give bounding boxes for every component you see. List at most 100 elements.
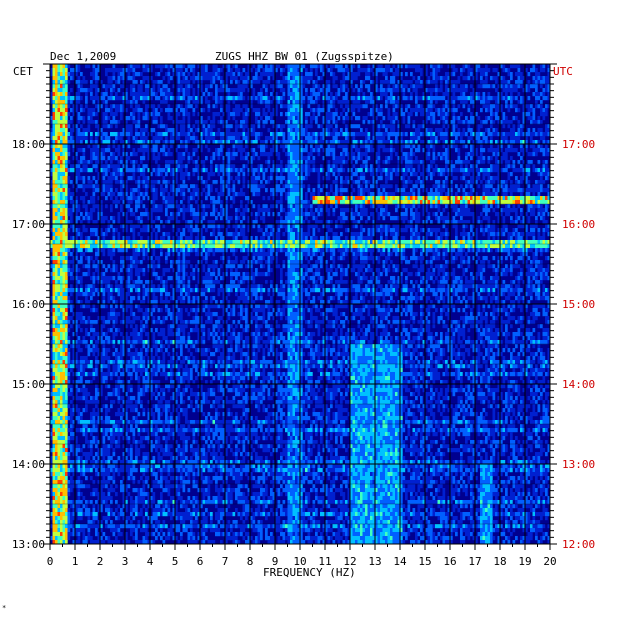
spectrogram-cell — [122, 96, 126, 101]
spectrogram-cell — [137, 64, 141, 69]
spectrogram-cell — [467, 72, 471, 77]
spectrogram-cell — [352, 108, 356, 113]
spectrogram-cell — [542, 196, 546, 201]
spectrogram-cell — [172, 176, 176, 181]
spectrogram-cell — [542, 216, 546, 221]
spectrogram-cell — [425, 168, 428, 173]
spectrogram-cell — [375, 184, 378, 189]
spectrogram-cell — [495, 200, 498, 205]
spectrogram-cell — [122, 212, 126, 217]
spectrogram-cell — [135, 180, 138, 185]
spectrogram-cell — [375, 116, 378, 121]
spectrogram-cell — [445, 184, 448, 189]
spectrogram-cell — [290, 140, 293, 145]
spectrogram-cell — [142, 180, 146, 185]
spectrogram-cell — [460, 136, 463, 141]
spectrogram-cell — [297, 184, 301, 189]
spectrogram-cell — [432, 160, 436, 165]
spectrogram-cell — [307, 140, 311, 145]
spectrogram-cell — [120, 180, 123, 185]
spectrogram-cell — [130, 128, 133, 133]
spectrogram-cell — [197, 204, 201, 209]
spectrogram-cell — [372, 196, 376, 201]
spectrogram-cell — [450, 120, 453, 125]
spectrogram-cell — [412, 184, 416, 189]
spectrogram-cell — [527, 168, 531, 173]
spectrogram-cell — [290, 72, 293, 77]
spectrogram-cell — [242, 68, 246, 73]
spectrogram-cell — [117, 160, 121, 165]
spectrogram-cell — [385, 92, 388, 97]
spectrogram-cell — [417, 64, 421, 69]
spectrogram-cell — [57, 120, 61, 125]
spectrogram-cell — [60, 192, 63, 197]
spectrogram-cell — [487, 196, 491, 201]
spectrogram-cell — [515, 140, 518, 145]
spectrogram-cell — [392, 168, 396, 173]
spectrogram-cell — [365, 68, 368, 73]
spectrogram-cell — [272, 120, 276, 125]
spectrogram-cell — [92, 188, 96, 193]
spectrogram-cell — [517, 76, 521, 81]
spectrogram-cell — [132, 92, 136, 97]
spectrogram-cell — [522, 176, 526, 181]
spectrogram-cell — [65, 204, 68, 209]
spectrogram-cell — [537, 196, 541, 201]
spectrogram-cell — [260, 140, 263, 145]
spectrogram-cell — [487, 140, 491, 145]
spectrogram-cell — [495, 140, 498, 145]
spectrogram-cell — [402, 200, 406, 205]
spectrogram-cell — [445, 192, 448, 197]
spectrogram-cell — [385, 124, 388, 129]
spectrogram-cell — [327, 152, 331, 157]
spectrogram-cell — [255, 184, 258, 189]
spectrogram-cell — [392, 192, 396, 197]
spectrogram-cell — [450, 188, 453, 193]
spectrogram-cell — [185, 84, 188, 89]
spectrogram-cell — [52, 136, 56, 141]
spectrogram-cell — [277, 96, 281, 101]
spectrogram-cell — [272, 68, 276, 73]
spectrogram-cell — [435, 212, 438, 217]
spectrogram-cell — [400, 196, 403, 201]
spectrogram-cell — [267, 108, 271, 113]
spectrogram-cell — [190, 208, 193, 213]
spectrogram-cell — [170, 140, 173, 145]
spectrogram-cell — [192, 188, 196, 193]
spectrogram-cell — [292, 204, 296, 209]
spectrogram-cell — [502, 168, 506, 173]
spectrogram-cell — [252, 188, 256, 193]
spectrogram-cell — [155, 72, 158, 77]
spectrogram-cell — [177, 188, 181, 193]
spectrogram-cell — [330, 140, 333, 145]
spectrogram-cell — [55, 104, 58, 109]
spectrogram-cell — [72, 144, 76, 149]
spectrogram-cell — [450, 220, 453, 225]
spectrogram-cell — [500, 96, 503, 101]
spectrogram-cell — [520, 80, 523, 85]
spectrogram-cell — [192, 80, 196, 85]
spectrogram-cell — [110, 120, 113, 125]
spectrogram-cell — [135, 92, 138, 97]
spectrogram-cell — [425, 72, 428, 77]
spectrogram-cell — [245, 84, 248, 89]
spectrogram-cell — [280, 140, 283, 145]
spectrogram-cell — [290, 100, 293, 105]
spectrogram-cell — [497, 116, 501, 121]
spectrogram-cell — [297, 220, 301, 225]
spectrogram-cell — [442, 196, 446, 201]
spectrogram-cell — [335, 164, 338, 169]
spectrogram-cell — [102, 124, 106, 129]
spectrogram-cell — [175, 108, 178, 113]
spectrogram-cell — [412, 152, 416, 157]
spectrogram-cell — [205, 128, 208, 133]
spectrogram-cell — [497, 164, 501, 169]
spectrogram-cell — [252, 168, 256, 173]
spectrogram-cell — [250, 104, 253, 109]
spectrogram-cell — [107, 124, 111, 129]
spectrogram-cell — [65, 144, 68, 149]
spectrogram-cell — [392, 108, 396, 113]
spectrogram-cell — [472, 164, 476, 169]
spectrogram-cell — [472, 168, 476, 173]
spectrogram-cell — [130, 160, 133, 165]
